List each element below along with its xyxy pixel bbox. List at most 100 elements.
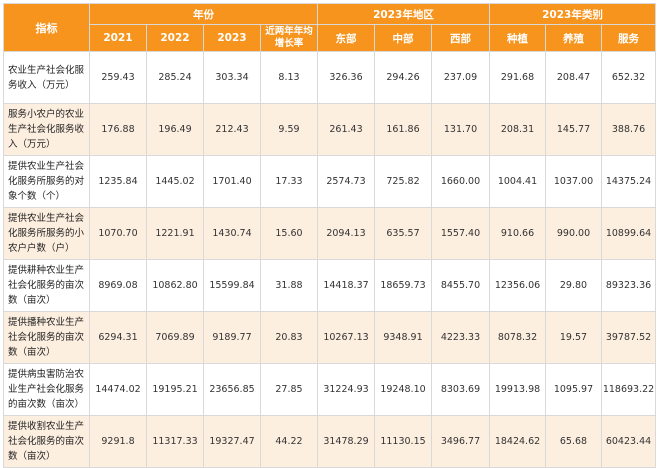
table-cell: 10267.13 (317, 311, 375, 364)
table-cell: 17.33 (260, 155, 318, 208)
table-cell: 19913.98 (489, 363, 546, 416)
header-group-year: 年份 (89, 3, 318, 25)
table-cell: 3496.77 (431, 415, 490, 468)
table-cell: 15.60 (260, 207, 318, 260)
table-cell: 9291.8 (89, 415, 147, 468)
table-cell: 8969.08 (89, 259, 147, 312)
table-cell: 6294.31 (89, 311, 147, 364)
table-cell: 303.34 (203, 51, 261, 104)
table-cell: 635.57 (374, 207, 432, 260)
header-col-growth-rate: 近两年年均增长率 (260, 24, 318, 52)
table-cell: 8.13 (260, 51, 318, 104)
table-cell: 725.82 (374, 155, 432, 208)
table-cell: 208.47 (545, 51, 602, 104)
table-cell: 145.77 (545, 103, 602, 156)
table-row: 提供播种农业生产社会化服务的亩次数（亩次） 6294.31 7069.89 9189.… (3, 311, 656, 364)
table-cell: 8078.32 (489, 311, 546, 364)
table-cell: 60423.44 (601, 415, 656, 468)
table-cell: 237.09 (431, 51, 490, 104)
table-cell: 259.43 (89, 51, 147, 104)
table-row: 提供农业生产社会化服务所服务的小农户户数（户） 1070.70 1221.91 143… (3, 207, 656, 260)
header-col-2022: 2022 (146, 24, 204, 52)
table-cell: 326.36 (317, 51, 375, 104)
table-cell: 291.68 (489, 51, 546, 104)
table-cell: 1037.00 (545, 155, 602, 208)
table-cell: 285.24 (146, 51, 204, 104)
table-cell: 27.85 (260, 363, 318, 416)
row-label: 提供耕种农业生产社会化服务的亩次数（亩次） (3, 259, 90, 312)
table-cell: 910.66 (489, 207, 546, 260)
header-col-2021: 2021 (89, 24, 147, 52)
header-group-region: 2023年地区 (317, 3, 490, 25)
table-body: 农业生产社会化服务收入（万元） 259.43 285.24 303.34 8.13 326… (3, 51, 656, 468)
row-label: 提供农业生产社会化服务所服务的对象个数（个） (3, 155, 90, 208)
table-cell: 176.88 (89, 103, 147, 156)
header-indicator: 指标 (3, 3, 90, 52)
table-cell: 9348.91 (374, 311, 432, 364)
row-label: 提供播种农业生产社会化服务的亩次数（亩次） (3, 311, 90, 364)
table-cell: 8303.69 (431, 363, 490, 416)
table-cell: 11317.33 (146, 415, 204, 468)
stats-table-container: 指标 年份 2023年地区 2023年类别 2021 2022 2023 近两年… (3, 3, 656, 468)
table-cell: 1557.40 (431, 207, 490, 260)
table-cell: 2094.13 (317, 207, 375, 260)
table-cell: 1430.74 (203, 207, 261, 260)
header-col-east: 东部 (317, 24, 375, 52)
header-col-central: 中部 (374, 24, 432, 52)
table-cell: 18424.62 (489, 415, 546, 468)
table-cell: 388.76 (601, 103, 656, 156)
table-header: 指标 年份 2023年地区 2023年类别 2021 2022 2023 近两年… (3, 3, 656, 52)
table-cell: 7069.89 (146, 311, 204, 364)
table-cell: 31224.93 (317, 363, 375, 416)
table-cell: 10899.64 (601, 207, 656, 260)
table-cell: 212.43 (203, 103, 261, 156)
table-cell: 1070.70 (89, 207, 147, 260)
table-cell: 1221.91 (146, 207, 204, 260)
table-cell: 14375.24 (601, 155, 656, 208)
table-cell: 20.83 (260, 311, 318, 364)
header-col-service: 服务 (601, 24, 656, 52)
table-cell: 12356.06 (489, 259, 546, 312)
table-cell: 15599.84 (203, 259, 261, 312)
table-cell: 65.68 (545, 415, 602, 468)
table-cell: 9189.77 (203, 311, 261, 364)
table-cell: 118693.22 (601, 363, 656, 416)
table-cell: 1235.84 (89, 155, 147, 208)
table-cell: 19.57 (545, 311, 602, 364)
table-cell: 161.86 (374, 103, 432, 156)
header-group-category: 2023年类别 (489, 3, 656, 25)
table-cell: 9.59 (260, 103, 318, 156)
table-cell: 8455.70 (431, 259, 490, 312)
table-cell: 131.70 (431, 103, 490, 156)
table-cell: 10862.80 (146, 259, 204, 312)
table-row: 提供病虫害防治农业生产社会化服务的亩次数（亩次） 14474.02 19195.21… (3, 363, 656, 416)
stats-table: 指标 年份 2023年地区 2023年类别 2021 2022 2023 近两年… (3, 3, 656, 468)
table-cell: 29.80 (545, 259, 602, 312)
row-label: 提供病虫害防治农业生产社会化服务的亩次数（亩次） (3, 363, 90, 416)
table-cell: 19195.21 (146, 363, 204, 416)
table-cell: 23656.85 (203, 363, 261, 416)
table-cell: 4223.33 (431, 311, 490, 364)
table-cell: 19327.47 (203, 415, 261, 468)
table-cell: 1445.02 (146, 155, 204, 208)
table-cell: 2574.73 (317, 155, 375, 208)
table-cell: 31478.29 (317, 415, 375, 468)
table-row: 提供农业生产社会化服务所服务的对象个数（个） 1235.84 1445.02 1701… (3, 155, 656, 208)
table-cell: 31.88 (260, 259, 318, 312)
table-cell: 44.22 (260, 415, 318, 468)
table-cell: 1660.00 (431, 155, 490, 208)
table-cell: 14418.37 (317, 259, 375, 312)
table-cell: 1004.41 (489, 155, 546, 208)
table-cell: 89323.36 (601, 259, 656, 312)
table-cell: 14474.02 (89, 363, 147, 416)
table-cell: 1095.97 (545, 363, 602, 416)
table-cell: 990.00 (545, 207, 602, 260)
table-cell: 19248.10 (374, 363, 432, 416)
table-cell: 18659.73 (374, 259, 432, 312)
row-label: 服务小农户的农业生产社会化服务收入（万元） (3, 103, 90, 156)
table-row: 提供耕种农业生产社会化服务的亩次数（亩次） 8969.08 10862.80 1559… (3, 259, 656, 312)
row-label: 提供收割农业生产社会化服务的亩次数（亩次） (3, 415, 90, 468)
header-col-planting: 种植 (489, 24, 546, 52)
table-cell: 39787.52 (601, 311, 656, 364)
header-col-breeding: 养殖 (545, 24, 602, 52)
